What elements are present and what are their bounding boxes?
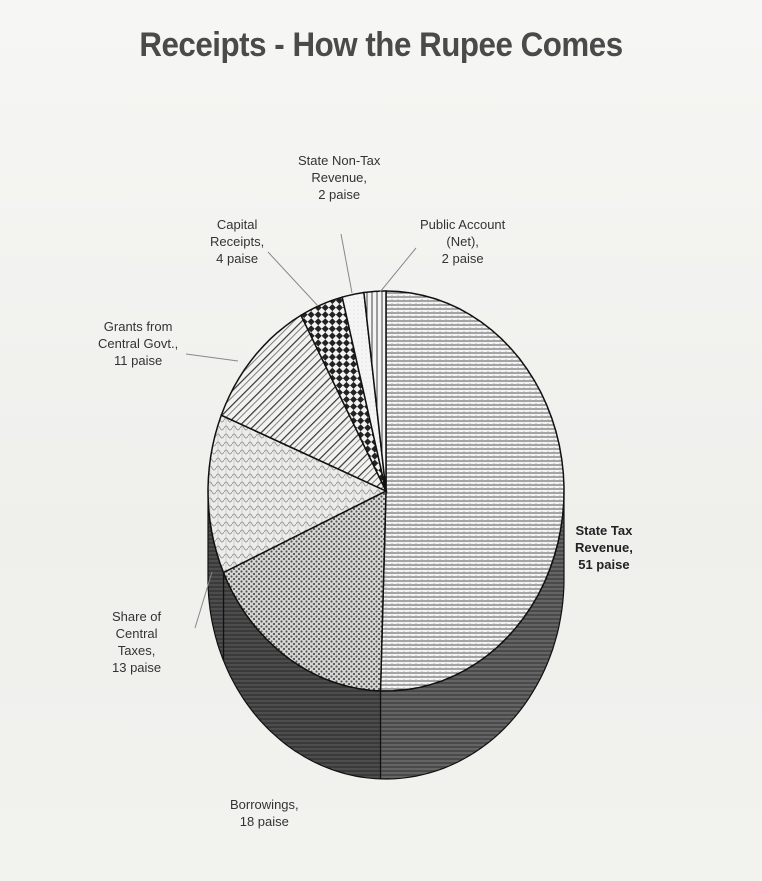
leader-non-tax [340, 233, 353, 294]
leader-grants [185, 353, 239, 362]
pie-slice-state-tax-revenue [379, 290, 565, 692]
pie-slice-capital-receipts [300, 296, 387, 492]
leader-share-central [194, 571, 213, 629]
label-grants-from-central-govt: Grants from Central Govt., 11 paise [98, 319, 179, 368]
pie-slice-borrowings [222, 489, 387, 692]
pie-slice-share-of-central-taxes [207, 414, 388, 574]
pie-slice-public-account-net [363, 290, 387, 492]
label-state-tax-revenue: State Tax Revenue, 51 paise [575, 523, 633, 572]
label-share-of-central-taxes: Share of Central Taxes, 13 paise [112, 609, 162, 675]
label-borrowings: Borrowings, 18 paise [230, 797, 299, 829]
label-state-non-tax-revenue: State Non-Tax Revenue, 2 paise [298, 153, 381, 202]
chart-title: Receipts - How the Rupee Comes [139, 26, 623, 64]
pie-slice-grants-from-central-govt [220, 314, 388, 493]
leader-public-account [379, 247, 417, 293]
leader-capital [267, 251, 319, 307]
label-public-account-net: Public Account (Net), 2 paise [420, 217, 506, 266]
pie-slice-state-non-tax-revenue [341, 291, 387, 492]
label-capital-receipts: Capital Receipts, 4 paise [210, 217, 265, 266]
